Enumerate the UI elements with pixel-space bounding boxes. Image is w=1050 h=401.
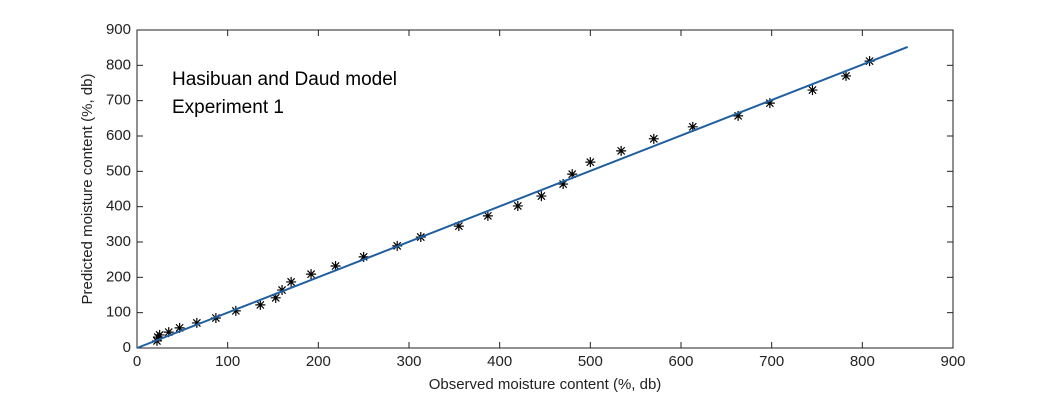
y-tick-label: 600 xyxy=(106,127,131,144)
y-tick-label: 500 xyxy=(106,162,131,179)
data-point xyxy=(733,110,744,121)
x-tick-label: 100 xyxy=(215,353,240,370)
data-point xyxy=(330,261,341,272)
data-point xyxy=(277,285,288,296)
data-point xyxy=(306,269,317,280)
y-tick-label: 300 xyxy=(106,233,131,250)
data-point xyxy=(255,299,266,310)
annotation: Experiment 1 xyxy=(172,97,284,118)
y-axis-label: Predicted moisture content (%, db) xyxy=(79,74,96,305)
x-tick-label: 500 xyxy=(578,353,603,370)
data-point xyxy=(453,221,464,232)
y-tick-label: 700 xyxy=(106,92,131,109)
data-point xyxy=(841,70,852,81)
data-point xyxy=(358,251,369,262)
x-tick-label: 400 xyxy=(487,353,512,370)
data-point xyxy=(154,329,165,340)
data-point xyxy=(807,85,818,96)
y-tick-label: 200 xyxy=(106,268,131,285)
x-tick-label: 600 xyxy=(668,353,693,370)
data-point xyxy=(558,179,569,190)
y-tick-label: 0 xyxy=(123,339,131,356)
fit-line xyxy=(136,46,909,349)
plot-frame xyxy=(136,29,954,349)
y-tick-label: 100 xyxy=(106,304,131,321)
annotation: Hasibuan and Daud model xyxy=(172,69,397,90)
data-point xyxy=(585,157,596,168)
data-point xyxy=(687,121,698,132)
data-point xyxy=(270,292,281,303)
x-tick-label: 800 xyxy=(850,353,875,370)
x-tick-label: 900 xyxy=(940,353,965,370)
x-tick-label: 700 xyxy=(759,353,784,370)
data-point xyxy=(286,276,297,287)
data-point xyxy=(482,210,493,221)
x-tick-label: 200 xyxy=(306,353,331,370)
x-axis-label: Observed moisture content (%, db) xyxy=(429,376,662,393)
data-point xyxy=(174,322,185,333)
data-point xyxy=(163,327,174,338)
data-point xyxy=(536,191,547,202)
y-tick-label: 400 xyxy=(106,198,131,215)
data-point xyxy=(616,145,627,156)
data-point xyxy=(648,133,659,144)
data-point xyxy=(230,305,241,316)
data-point xyxy=(512,200,523,211)
x-tick-label: 300 xyxy=(396,353,421,370)
x-tick-label: 0 xyxy=(133,353,141,370)
data-point xyxy=(764,98,775,109)
data-point xyxy=(567,169,578,180)
data-point xyxy=(191,317,202,328)
y-tick-label: 900 xyxy=(106,21,131,38)
y-tick-label: 800 xyxy=(106,56,131,73)
